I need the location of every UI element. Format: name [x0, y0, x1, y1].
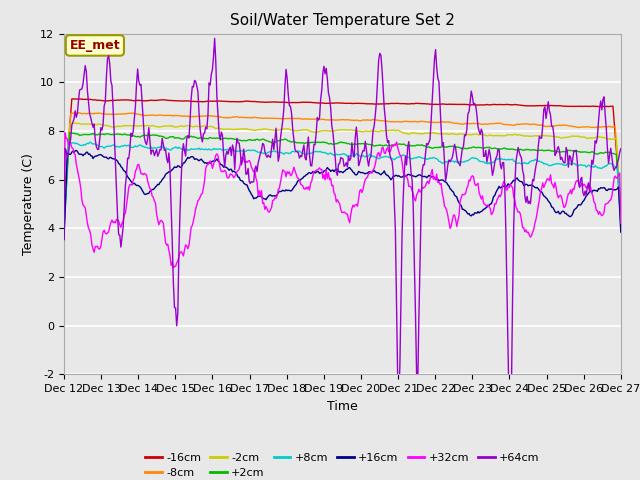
X-axis label: Time: Time: [327, 400, 358, 413]
Title: Soil/Water Temperature Set 2: Soil/Water Temperature Set 2: [230, 13, 455, 28]
Text: EE_met: EE_met: [70, 39, 120, 52]
Legend: -16cm, -8cm, -2cm, +2cm, +8cm, +16cm, +32cm, +64cm: -16cm, -8cm, -2cm, +2cm, +8cm, +16cm, +3…: [141, 448, 544, 480]
Y-axis label: Temperature (C): Temperature (C): [22, 153, 35, 255]
